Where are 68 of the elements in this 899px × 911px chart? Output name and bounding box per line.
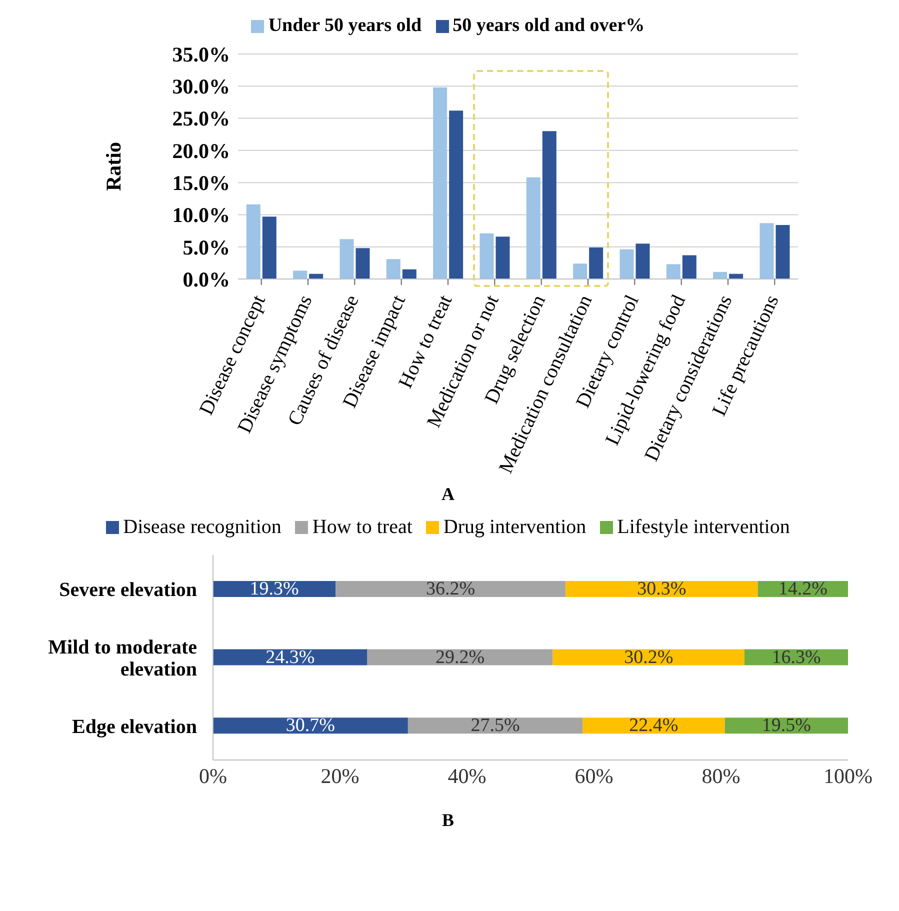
bar xyxy=(433,87,448,279)
bar xyxy=(582,718,725,734)
bar xyxy=(340,239,354,279)
x-tick-label: 40% xyxy=(448,764,486,788)
data-label: 30.2% xyxy=(624,646,674,668)
bar xyxy=(402,269,416,279)
data-label: 22.4% xyxy=(629,715,678,736)
legend-label: Drug intervention xyxy=(443,516,586,538)
bar xyxy=(213,718,408,734)
bar xyxy=(666,264,680,279)
bar xyxy=(573,264,588,279)
data-label: 24.3% xyxy=(266,646,315,668)
data-label: 30.3% xyxy=(637,578,686,600)
y-tick-label: 5.0% xyxy=(182,235,230,260)
bar xyxy=(213,649,368,666)
bar xyxy=(620,249,634,279)
y-tick-label: Severe elevation xyxy=(59,579,197,602)
y-tick-label: 25.0% xyxy=(172,106,230,131)
data-label: 27.5% xyxy=(470,715,520,736)
bar xyxy=(552,649,744,666)
bar xyxy=(262,216,276,279)
bar xyxy=(636,244,650,279)
bar xyxy=(682,255,696,279)
x-tick-label: 80% xyxy=(702,764,740,788)
data-label: 30.7% xyxy=(286,715,336,736)
y-tick-label: 0.0% xyxy=(182,267,230,292)
bar xyxy=(565,580,758,597)
text: A xyxy=(440,484,456,505)
bar xyxy=(542,131,556,279)
bar xyxy=(480,233,494,279)
y-tick-label: 30.0% xyxy=(172,74,230,99)
data-label: 29.2% xyxy=(435,646,485,668)
bar xyxy=(293,270,308,279)
bar xyxy=(776,225,790,279)
y-axis-title: Ratio xyxy=(101,142,126,191)
bar xyxy=(246,204,260,279)
bar xyxy=(760,223,774,279)
data-label: 16.3% xyxy=(772,646,821,668)
bar xyxy=(356,248,370,279)
data-label: 14.2% xyxy=(778,578,828,600)
y-tick-label: Edge elevation xyxy=(72,716,197,738)
data-label: 36.2% xyxy=(426,578,476,600)
legend-label: 50 years old and over% xyxy=(452,15,645,37)
bar xyxy=(386,259,400,279)
bar xyxy=(336,580,566,597)
data-label: 19.5% xyxy=(762,715,812,736)
bar xyxy=(526,177,540,279)
text: B xyxy=(440,810,455,831)
bar xyxy=(496,236,510,279)
data-label: 19.3% xyxy=(250,578,299,600)
bar xyxy=(449,110,464,279)
y-tick-label: Mild to moderate elevation xyxy=(48,636,198,680)
bar xyxy=(713,272,728,279)
x-tick-label: 0% xyxy=(199,764,227,788)
bar xyxy=(408,718,583,734)
bar xyxy=(589,248,604,279)
y-tick-label: 20.0% xyxy=(172,138,230,163)
y-tick-label: 35.0% xyxy=(172,42,230,66)
x-tick-label: 20% xyxy=(320,764,360,788)
legend-label: Under 50 years old xyxy=(268,15,422,37)
bar xyxy=(367,649,553,666)
y-tick-label: 10.0% xyxy=(172,203,230,228)
y-tick-label: 15.0% xyxy=(172,171,230,196)
x-tick-label: 60% xyxy=(574,764,614,788)
x-tick-label: 100% xyxy=(824,764,872,788)
legend-label: Disease recognition xyxy=(123,516,282,538)
legend-label: How to treat xyxy=(312,516,412,538)
legend-label: Lifestyle intervention xyxy=(617,516,790,538)
